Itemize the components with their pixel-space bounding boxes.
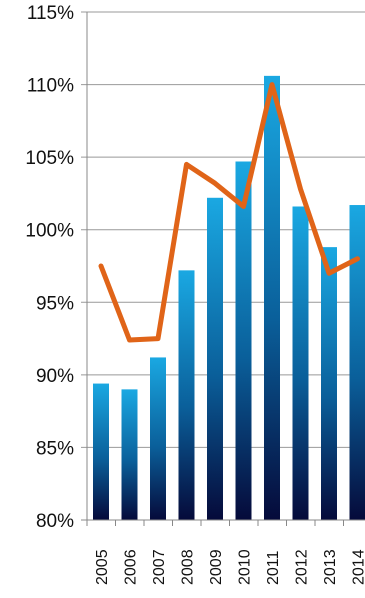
bar bbox=[236, 161, 252, 520]
y-tick-label: 95% bbox=[36, 293, 74, 314]
line-series-path bbox=[101, 85, 358, 340]
x-tick-label: 2008 bbox=[180, 549, 197, 585]
bar bbox=[350, 205, 365, 520]
x-tick-label: 2007 bbox=[151, 549, 168, 585]
bar bbox=[122, 389, 138, 520]
bar bbox=[150, 357, 166, 520]
bar bbox=[321, 247, 337, 520]
x-tick-label: 2005 bbox=[94, 549, 111, 585]
y-tick-label: 105% bbox=[25, 148, 74, 169]
x-tick-label: 2009 bbox=[208, 549, 225, 585]
y-tick-label: 85% bbox=[36, 438, 74, 459]
x-tick-label: 2010 bbox=[237, 549, 254, 585]
bar bbox=[179, 270, 195, 520]
x-tick-label: 2006 bbox=[123, 549, 140, 585]
y-tick-label: 100% bbox=[25, 221, 74, 242]
x-tick-label: 2014 bbox=[351, 549, 365, 585]
y-tick-label: 80% bbox=[36, 511, 74, 532]
bar bbox=[207, 198, 223, 520]
bar bbox=[93, 384, 109, 520]
y-tick-labels: 80% 85% 90% 95% 100% 105% 110% 115% bbox=[25, 3, 74, 532]
x-tick-label: 2011 bbox=[265, 550, 282, 585]
bar-series bbox=[93, 76, 365, 520]
line-series bbox=[101, 84, 358, 340]
x-tick-labels: 2005 2006 2007 2008 2009 2010 2011 2012 2013 2014 bbox=[94, 549, 365, 585]
y-tick-label: 110% bbox=[27, 76, 74, 97]
y-tick-label: 115% bbox=[27, 3, 74, 24]
x-tick-label: 2013 bbox=[322, 549, 339, 585]
y-tick-label: 90% bbox=[36, 366, 74, 387]
x-tick-label: 2012 bbox=[294, 549, 311, 585]
bar bbox=[293, 206, 309, 520]
bar bbox=[264, 76, 280, 520]
